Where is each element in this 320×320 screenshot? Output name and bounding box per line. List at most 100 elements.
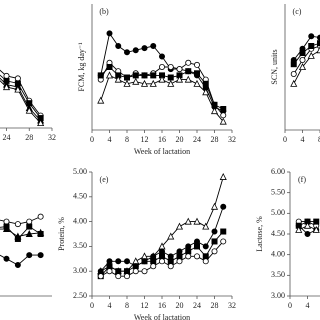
x-tick-label: 24 — [193, 301, 201, 310]
panel-title: (b) — [99, 7, 109, 16]
point — [290, 61, 297, 68]
x-tick-label: 32 — [48, 133, 56, 142]
point — [124, 273, 131, 280]
point — [202, 243, 209, 250]
point — [124, 258, 131, 265]
point — [141, 72, 148, 79]
panel-title: (c) — [293, 7, 302, 16]
y-axis-label: Lactose, % — [255, 216, 264, 252]
y-tick-label: 6.00 — [271, 167, 285, 176]
point — [124, 74, 131, 81]
y-axis-label: Protein, % — [57, 217, 66, 251]
point — [219, 172, 227, 180]
point — [167, 263, 174, 270]
x-tick-label: 4 — [306, 301, 310, 310]
point — [106, 268, 113, 275]
series-line — [293, 35, 320, 61]
point — [167, 64, 174, 71]
y-tick-label: 3.50 — [73, 241, 87, 250]
y-tick-label: 4.50 — [271, 229, 285, 238]
point — [115, 273, 122, 280]
x-tick-label: 28 — [211, 135, 219, 144]
point — [115, 43, 122, 50]
x-tick-label: 0 — [288, 301, 292, 310]
point — [295, 225, 303, 233]
point — [193, 70, 200, 77]
point — [211, 248, 218, 255]
series-line — [293, 49, 320, 85]
point — [220, 228, 227, 235]
x-tick-label: 16 — [158, 135, 166, 144]
x-tick-label: 0 — [90, 301, 94, 310]
point — [150, 263, 157, 270]
point — [193, 61, 200, 68]
point — [3, 72, 10, 79]
point — [176, 66, 183, 73]
point — [185, 59, 192, 66]
point — [26, 223, 33, 230]
x-tick-label: 12 — [141, 301, 149, 310]
point — [3, 255, 10, 262]
x-axis-label: Week of lactation — [134, 147, 190, 156]
point — [202, 253, 209, 260]
point — [158, 258, 165, 265]
point — [37, 252, 44, 259]
y-tick-label: 4.00 — [271, 249, 285, 258]
point — [202, 88, 210, 96]
point — [167, 258, 174, 265]
y-tick-label: 5.50 — [271, 187, 285, 196]
x-tick-label: 20 — [176, 135, 184, 144]
point — [25, 230, 33, 238]
point — [37, 228, 45, 236]
point — [37, 119, 45, 127]
point — [14, 221, 21, 228]
x-axis-label: Week of lactation — [134, 313, 190, 320]
point — [141, 268, 148, 275]
x-tick-label: 16 — [158, 301, 166, 310]
x-tick-label: 32 — [228, 135, 236, 144]
point — [193, 243, 200, 250]
x-tick-label: 28 — [211, 301, 219, 310]
point — [158, 53, 165, 60]
point — [185, 253, 192, 260]
point — [193, 238, 200, 245]
y-tick-label: 3.00 — [73, 266, 87, 275]
point — [193, 217, 201, 225]
point — [97, 268, 104, 275]
point — [150, 253, 157, 260]
point — [176, 253, 183, 260]
point — [124, 268, 131, 275]
point — [185, 68, 192, 75]
y-tick-label: 5.00 — [271, 208, 285, 217]
point — [25, 106, 33, 114]
series-line — [293, 42, 320, 65]
x-tick-label: 0 — [283, 135, 287, 144]
x-tick-label: 24 — [193, 135, 201, 144]
point — [211, 228, 218, 235]
x-tick-label: 8 — [125, 135, 129, 144]
y-axis-label: SCN, units — [270, 49, 279, 84]
series-line — [293, 45, 320, 75]
point — [14, 85, 22, 93]
point — [2, 225, 11, 233]
point — [14, 232, 22, 240]
point — [132, 257, 140, 265]
point — [167, 232, 175, 240]
x-tick-label: 24 — [3, 133, 11, 142]
point — [132, 263, 139, 270]
point — [167, 253, 174, 260]
point — [97, 72, 104, 79]
y-tick-label: 3.00 — [271, 291, 285, 300]
point — [304, 230, 311, 237]
point — [312, 225, 320, 233]
point — [26, 252, 33, 259]
x-tick-label: 32 — [228, 301, 236, 310]
point — [150, 258, 157, 265]
x-tick-label: 4 — [108, 135, 112, 144]
point — [308, 43, 315, 50]
point — [123, 79, 131, 87]
point — [141, 258, 148, 265]
point — [37, 213, 44, 220]
point — [308, 33, 315, 40]
point — [202, 222, 210, 230]
